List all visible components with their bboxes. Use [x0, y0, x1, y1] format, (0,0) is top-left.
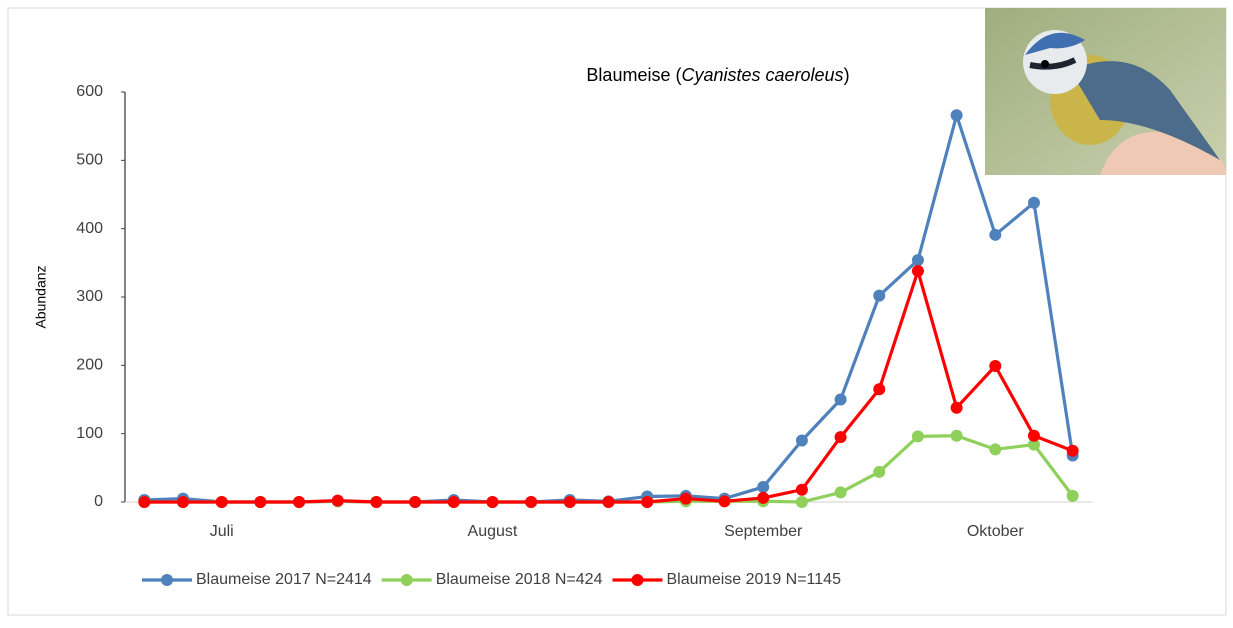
data-point	[989, 360, 1002, 373]
data-point	[911, 430, 924, 443]
title-text: )	[844, 65, 850, 85]
data-point	[757, 491, 770, 504]
data-point	[331, 494, 344, 507]
legend-marker	[631, 574, 644, 586]
data-point	[757, 480, 770, 493]
x-tick-label: Oktober	[967, 523, 1025, 540]
legend-marker	[400, 574, 413, 586]
data-point	[795, 496, 808, 508]
data-point	[950, 429, 963, 442]
data-point	[525, 496, 538, 508]
data-point	[293, 496, 306, 508]
data-point	[989, 228, 1002, 241]
data-point	[447, 496, 460, 508]
data-point	[911, 265, 924, 278]
data-point	[1027, 438, 1040, 451]
data-point	[834, 393, 847, 406]
data-point	[795, 483, 808, 496]
x-tick-label: August	[468, 523, 518, 540]
data-point	[1027, 196, 1040, 209]
chart-title: Blaumeise (Cyanistes caeroleus)	[586, 65, 849, 85]
data-point	[989, 443, 1002, 456]
data-point	[911, 254, 924, 267]
data-point	[1066, 444, 1079, 457]
data-point	[1027, 429, 1040, 442]
y-tick-label: 0	[94, 493, 103, 510]
data-point	[834, 486, 847, 499]
y-tick-label: 600	[76, 83, 103, 100]
title-text: Blaumeise (	[586, 65, 681, 85]
data-point	[873, 383, 886, 396]
data-point	[718, 495, 731, 508]
data-point	[1066, 489, 1079, 502]
y-tick-label: 300	[76, 288, 103, 305]
legend-label: Blaumeise 2018 N=424	[436, 571, 603, 588]
data-point	[950, 109, 963, 122]
y-tick-label: 200	[76, 357, 103, 374]
y-axis-label: Abundanz	[33, 265, 49, 328]
legend-label: Blaumeise 2019 N=1145	[666, 571, 841, 588]
data-point	[641, 496, 654, 508]
data-point	[602, 496, 615, 508]
legend-label: Blaumeise 2017 N=2414	[196, 571, 372, 588]
legend-marker	[161, 574, 173, 586]
y-tick-label: 100	[76, 425, 103, 442]
data-point	[409, 496, 422, 508]
data-point	[679, 492, 692, 505]
data-point	[563, 496, 576, 508]
title-species: Cyanistes caeroleus	[681, 65, 843, 85]
y-tick-label: 500	[76, 152, 103, 169]
data-point	[950, 401, 963, 414]
data-point	[795, 434, 808, 447]
data-point	[834, 431, 847, 444]
data-point	[215, 496, 228, 508]
data-point	[138, 496, 151, 508]
bird-photo	[985, 8, 1226, 175]
x-tick-label: Juli	[210, 523, 234, 540]
data-point	[177, 496, 190, 508]
data-point	[370, 496, 383, 508]
data-point	[873, 289, 886, 302]
data-point	[254, 496, 267, 508]
data-point	[486, 496, 499, 508]
y-tick-label: 400	[76, 220, 103, 237]
x-tick-label: September	[724, 523, 803, 540]
data-point	[873, 465, 886, 478]
